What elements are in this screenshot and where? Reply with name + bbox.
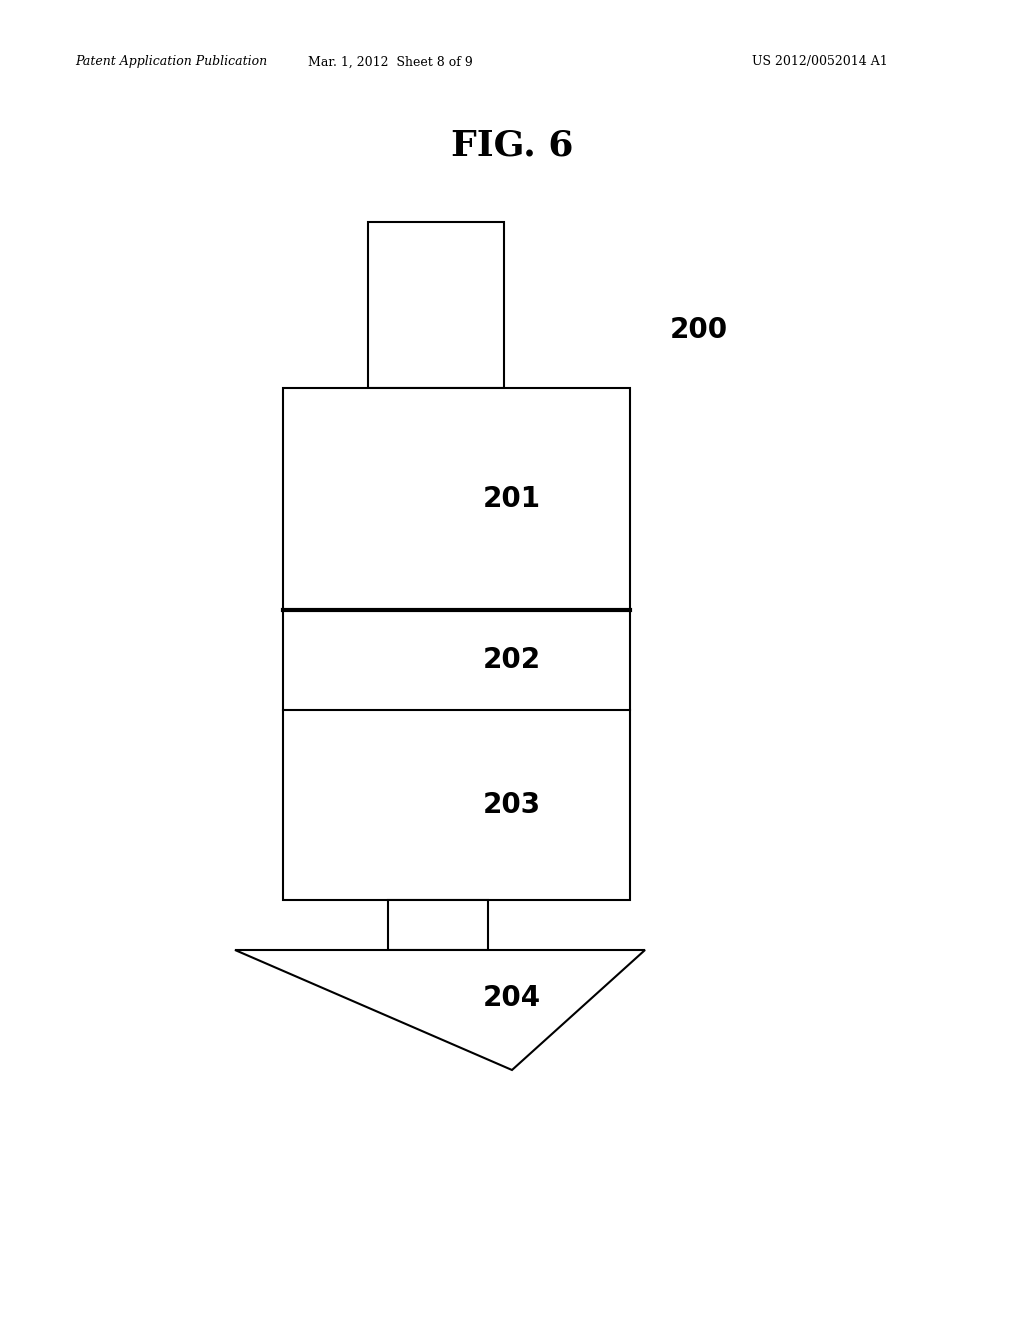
Text: Patent Application Publication: Patent Application Publication (75, 55, 267, 69)
Text: Mar. 1, 2012  Sheet 8 of 9: Mar. 1, 2012 Sheet 8 of 9 (307, 55, 472, 69)
Polygon shape (234, 950, 645, 1071)
Text: US 2012/0052014 A1: US 2012/0052014 A1 (752, 55, 888, 69)
Bar (388, 900, 488, 950)
Text: 204: 204 (483, 983, 541, 1012)
Text: 201: 201 (483, 484, 541, 513)
Text: 203: 203 (483, 791, 541, 818)
Text: FIG. 6: FIG. 6 (451, 128, 573, 162)
Text: 202: 202 (483, 645, 541, 675)
Bar (283, 388, 630, 900)
Text: 200: 200 (670, 315, 728, 345)
Bar (368, 222, 504, 388)
